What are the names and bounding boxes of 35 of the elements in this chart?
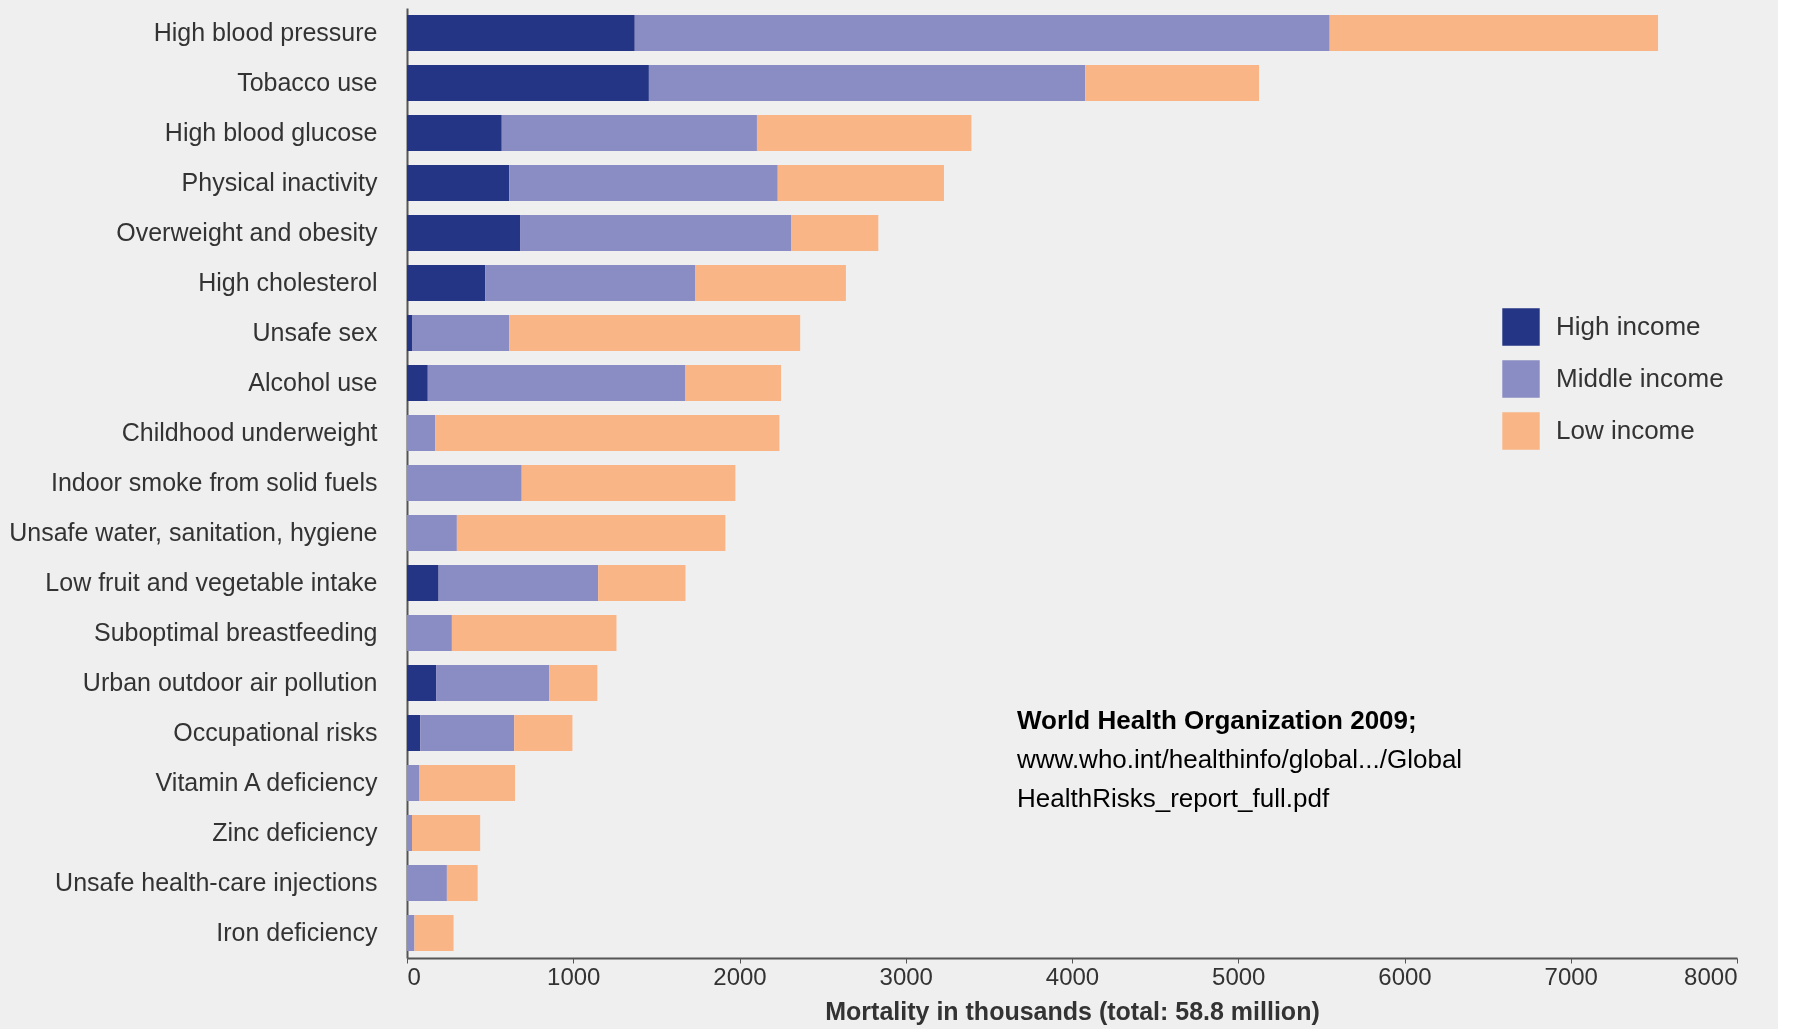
y-tick-label: Tobacco use [237, 68, 378, 96]
y-tick-label: Urban outdoor air pollution [82, 668, 378, 696]
y-tick-label: Indoor smoke from solid fuels [50, 468, 378, 496]
annotation: www.who.int/healthinfo/global.../Global [1016, 744, 1463, 774]
x-tick-label: 1000 [547, 962, 601, 990]
y-tick-label: Zinc deficiency [212, 818, 378, 846]
y-tick-label: Overweight and obesity [116, 218, 378, 246]
y-tick-label: High blood pressure [153, 18, 378, 46]
x-axis-title: Mortality in thousands (total: 58.8 million) [825, 996, 1320, 1025]
x-tick-label: 7000 [1544, 962, 1598, 990]
x-tick-label: 0 [407, 962, 421, 990]
y-tick-label: Childhood underweight [121, 418, 378, 446]
x-tick-label: 8000 [1684, 962, 1738, 990]
x-tick-label: 5000 [1212, 962, 1266, 990]
y-tick-label: High blood glucose [164, 118, 378, 146]
y-tick-label: Unsafe sex [252, 318, 378, 346]
x-tick-label: 2000 [713, 962, 767, 990]
y-tick-label: Vitamin A deficiency [155, 768, 378, 796]
y-tick-label: Occupational risks [173, 718, 378, 746]
y-tick-label: Unsafe health-care injections [55, 868, 378, 896]
annotation: HealthRisks_report_full.pdf [1017, 783, 1330, 813]
x-tick-label: 4000 [1045, 962, 1100, 990]
y-tick-label: Iron deficiency [216, 918, 378, 946]
legend-label: High income [1556, 311, 1701, 341]
legend-label: Low income [1556, 415, 1695, 445]
y-tick-label: Low fruit and vegetable intake [45, 568, 378, 596]
legend-label: Middle income [1556, 363, 1724, 393]
y-tick-label: Physical inactivity [181, 168, 378, 196]
annotation: World Health Organization 2009; [1017, 705, 1417, 735]
y-tick-label: Alcohol use [248, 368, 378, 396]
y-tick-label: Suboptimal breastfeeding [93, 618, 378, 646]
y-tick-label: High cholesterol [198, 268, 378, 296]
x-tick-label: 3000 [879, 962, 933, 990]
y-tick-label: Unsafe water, sanitation, hygiene [9, 518, 378, 546]
x-tick-label: 6000 [1378, 962, 1432, 990]
